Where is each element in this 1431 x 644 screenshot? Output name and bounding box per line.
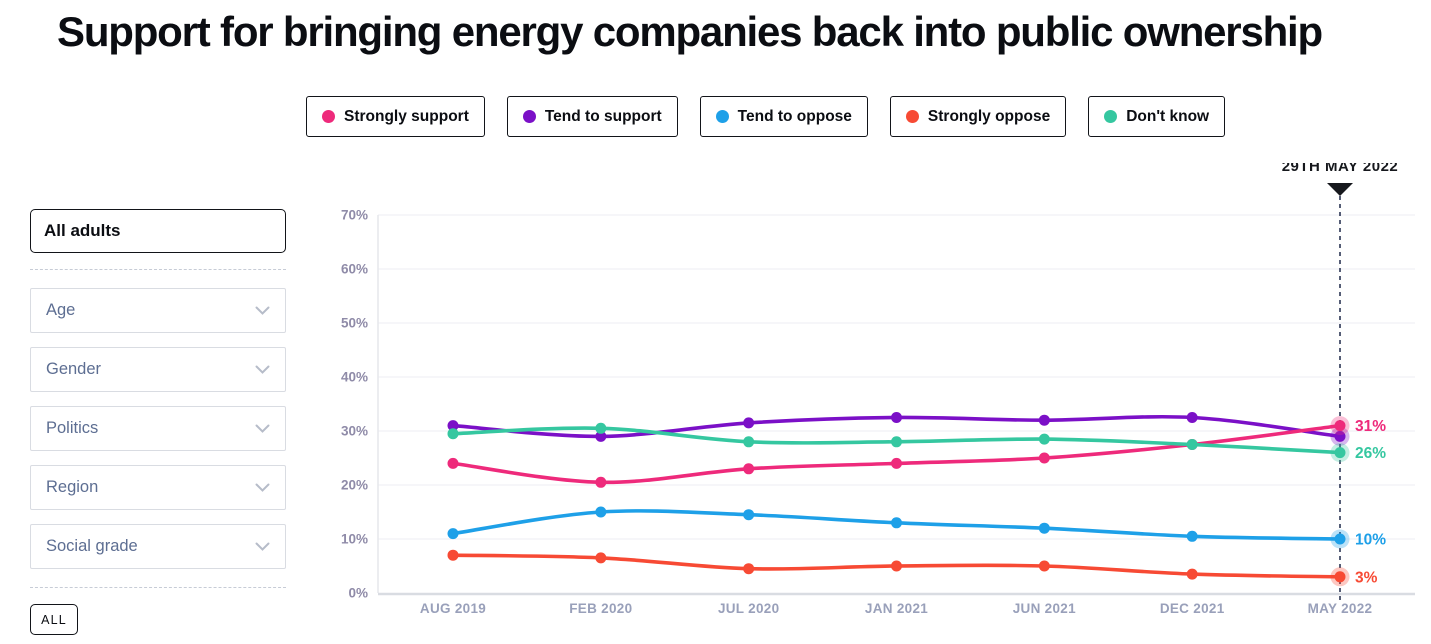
y-axis-tick-label: 20% [341,478,368,493]
data-point-strongly-support[interactable] [743,463,755,475]
y-axis-tick-label: 50% [341,316,368,331]
dropdown-label: Social grade [46,537,138,555]
marker-triangle-icon [1327,183,1353,196]
data-point-don-t-know[interactable] [1334,447,1346,459]
data-point-strongly-support[interactable] [891,457,902,469]
chevron-down-icon [255,365,270,374]
legend-dot-icon [1104,110,1118,123]
marker-date-label: 29TH MAY 2022 [1282,163,1399,175]
dropdown-label: Gender [46,360,102,378]
filter-sidebar: All adults Age Gender Politics Region Social… [30,209,286,635]
data-point-don-t-know[interactable] [1038,433,1050,445]
legend-dot-icon [905,110,919,123]
x-axis-tick-label: DEC 2021 [1160,601,1225,616]
chevron-down-icon [255,542,270,551]
legend-dot-icon [522,110,536,123]
data-point-strongly-oppose[interactable] [1038,560,1050,572]
x-axis-tick-label: JUN 2021 [1013,601,1076,616]
x-axis-tick-label: FEB 2020 [569,601,632,616]
data-point-tend-to-oppose[interactable] [447,528,459,540]
legend-item-tend-to-support[interactable]: Tend to support [506,96,678,137]
data-point-don-t-know[interactable] [447,428,459,440]
chevron-down-icon [255,424,270,433]
data-point-tend-to-oppose[interactable] [595,506,607,518]
data-point-tend-to-support[interactable] [595,430,607,442]
dropdown-gender[interactable]: Gender [30,347,286,392]
data-point-strongly-oppose[interactable] [1334,571,1346,583]
dropdown-label: Region [46,478,99,496]
legend-item-tend-to-oppose[interactable]: Tend to oppose [699,96,868,137]
end-value-label: 31% [1355,418,1386,435]
filter-all-adults-label: All adults [44,221,121,240]
data-point-tend-to-support[interactable] [891,412,902,423]
legend-item-label: Tend to oppose [737,107,852,125]
y-axis-tick-label: 10% [341,532,368,547]
chevron-down-icon [255,306,270,315]
data-point-strongly-support[interactable] [447,457,459,469]
data-point-strongly-oppose[interactable] [447,549,459,561]
data-point-tend-to-support[interactable] [1038,414,1050,426]
end-value-label: 10% [1355,532,1386,549]
y-axis-tick-label: 40% [341,370,368,385]
legend-item-don-t-know[interactable]: Don't know [1088,96,1226,137]
y-axis-tick-label: 0% [348,586,368,601]
trend-chart-svg: 0% 10% 20% 30% 40% 50% 60% 70% AUG 2019 FEB 2020 J… [341,163,1415,616]
end-value-label: 3% [1355,569,1378,586]
data-point-don-t-know[interactable] [743,436,755,448]
data-point-don-t-know[interactable] [595,422,607,434]
y-axis-tick-label: 60% [341,262,368,277]
x-axis-tick-label: JAN 2021 [865,601,928,616]
filter-all-adults[interactable]: All adults [30,209,286,253]
y-axis-tick-label: 70% [341,208,368,223]
dropdown-politics[interactable]: Politics [30,406,286,451]
sidebar-divider [30,587,286,588]
chevron-down-icon [255,483,270,492]
data-point-tend-to-oppose[interactable] [743,509,755,521]
x-axis-tick-label: JUL 2020 [718,601,779,616]
data-point-tend-to-support[interactable] [1334,430,1346,442]
legend-item-label: Strongly support [344,107,469,125]
legend-item-label: Don't know [1126,107,1210,125]
y-axis-tick-label: 30% [341,424,368,439]
data-point-don-t-know[interactable] [891,436,902,448]
legend-dot-icon [322,110,335,123]
legend-dot-icon [715,110,729,123]
legend-item-label: Tend to support [544,107,662,125]
chart-legend: Strongly support Tend to support Tend to o… [306,96,1226,137]
data-point-tend-to-oppose[interactable] [891,517,902,529]
data-point-tend-to-oppose[interactable] [1038,522,1050,534]
data-point-tend-to-support[interactable] [1186,412,1198,423]
x-axis-tick-label: MAY 2022 [1308,601,1373,616]
all-button[interactable]: ALL [30,604,78,635]
sidebar-divider [30,269,286,270]
dropdown-label: Politics [46,419,99,437]
data-point-don-t-know[interactable] [1186,439,1198,450]
legend-item-strongly-oppose[interactable]: Strongly oppose [889,96,1067,137]
data-point-tend-to-support[interactable] [447,420,459,432]
dropdown-label: Age [46,301,76,319]
data-point-strongly-oppose[interactable] [891,560,902,572]
filter-dropdown-list: Age Gender Politics Region Social grade [30,288,286,569]
dropdown-age[interactable]: Age [30,288,286,333]
data-point-strongly-support[interactable] [1038,452,1050,464]
data-point-tend-to-oppose[interactable] [1186,530,1198,542]
page-title: Support for bringing energy companies ba… [57,8,1323,55]
data-point-strongly-oppose[interactable] [1186,568,1198,580]
data-point-strongly-oppose[interactable] [743,563,755,575]
data-point-tend-to-support[interactable] [743,417,755,429]
dropdown-social-grade[interactable]: Social grade [30,524,286,569]
legend-item-strongly-support[interactable]: Strongly support [306,96,485,137]
dropdown-region[interactable]: Region [30,465,286,510]
line-strongly-support [451,423,1342,485]
data-point-strongly-support[interactable] [595,476,607,488]
legend-item-label: Strongly oppose [927,107,1051,125]
data-point-tend-to-oppose[interactable] [1334,533,1346,545]
trend-chart[interactable]: 0% 10% 20% 30% 40% 50% 60% 70% AUG 2019 FEB 2020 J… [330,163,1431,644]
end-value-label: 26% [1355,445,1386,462]
data-point-strongly-support[interactable] [1334,420,1346,432]
data-point-strongly-oppose[interactable] [595,552,607,564]
x-axis-tick-label: AUG 2019 [420,601,486,616]
